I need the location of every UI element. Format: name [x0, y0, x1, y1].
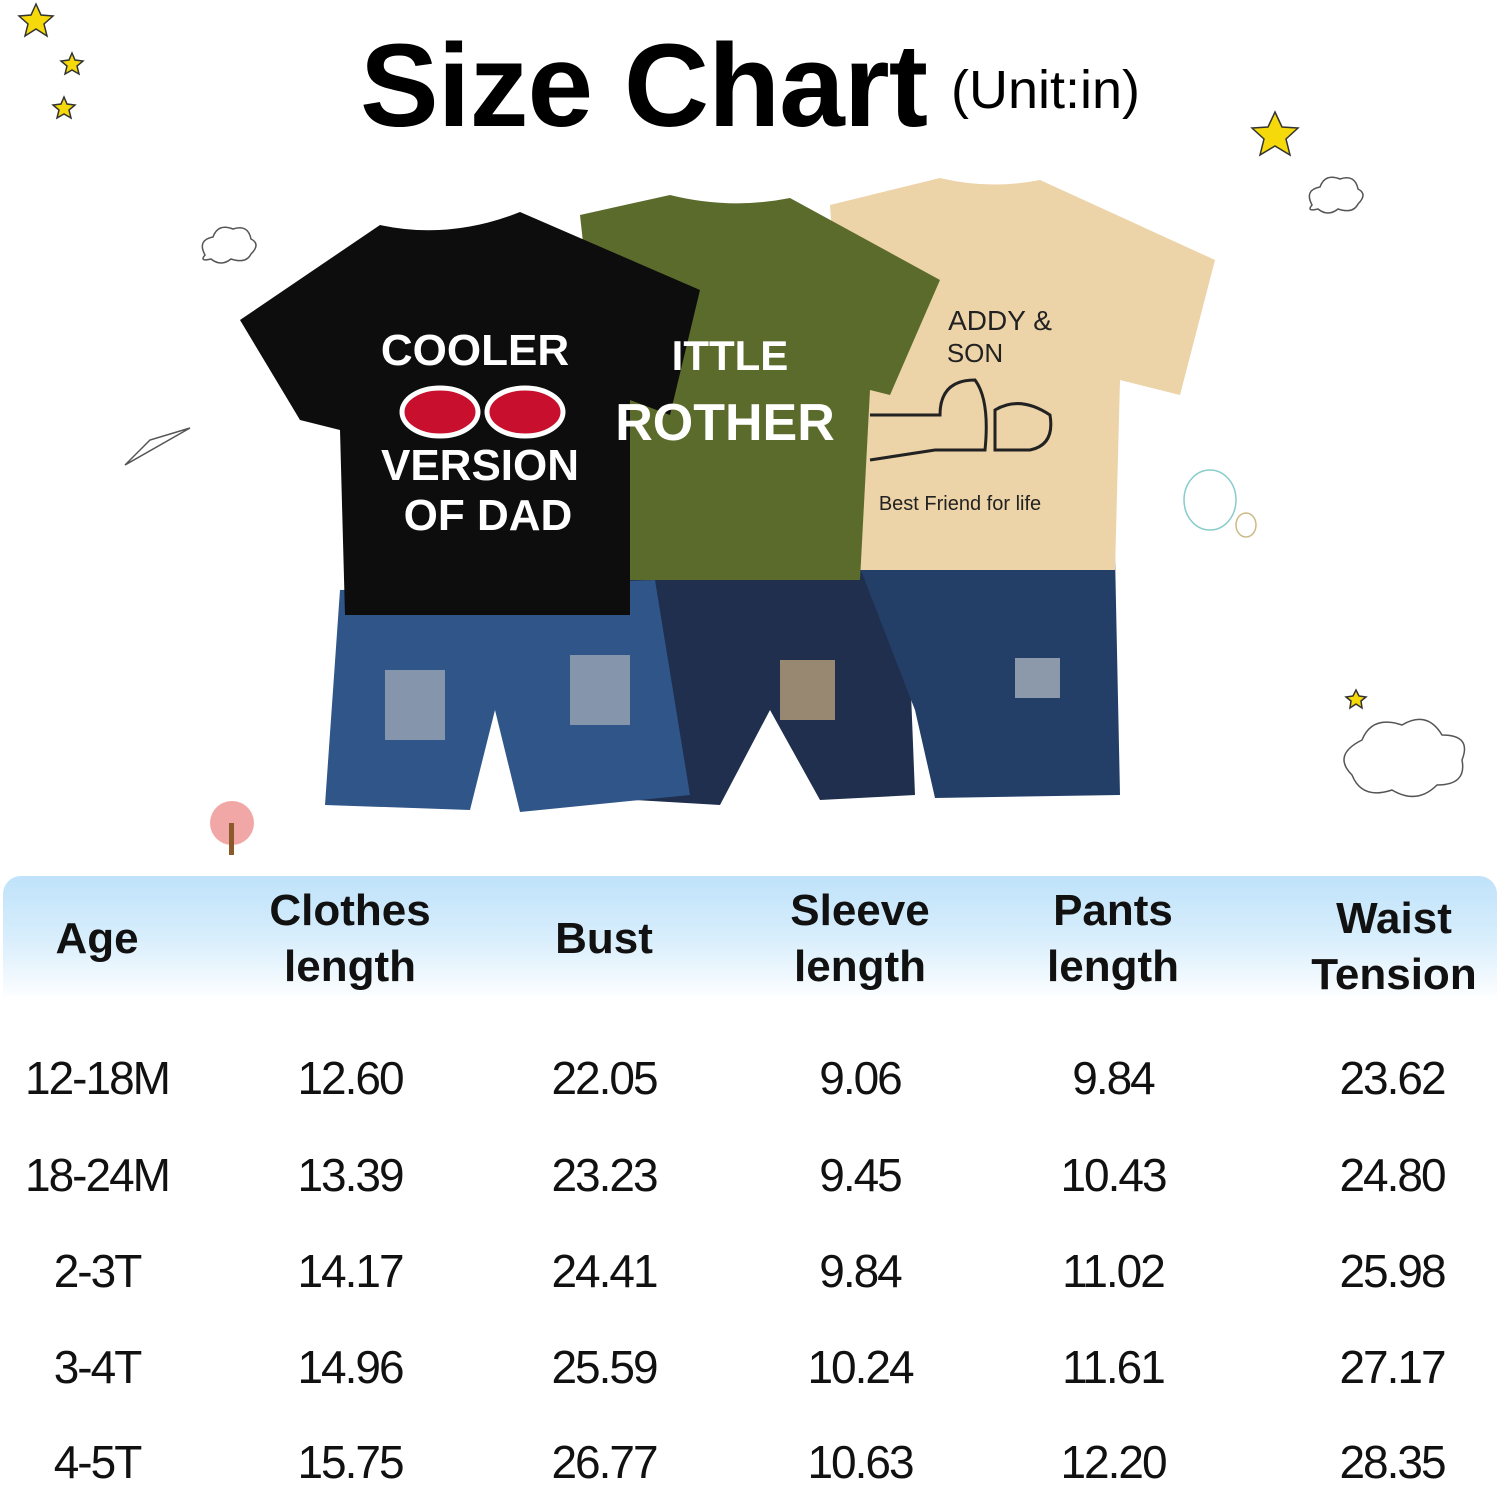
- shirt-beige-line3: Best Friend for life: [879, 493, 1041, 515]
- table-cell: 24.80: [1339, 1149, 1446, 1201]
- table-cell: 11.61: [1062, 1341, 1166, 1393]
- fist-bump-icon: [869, 378, 1053, 462]
- shirt-beige-line1: ADDY &: [948, 305, 1052, 336]
- shorts-left: [325, 580, 690, 812]
- table-cell: 25.59: [551, 1341, 658, 1393]
- col-header-age: Age: [55, 913, 139, 963]
- table-cell: 9.45: [819, 1149, 903, 1201]
- page-title: Size Chart (Unit:in): [0, 18, 1500, 154]
- table-cell: 26.77: [551, 1436, 658, 1488]
- decorations: [17, 2, 1466, 855]
- table-cell: 22.05: [551, 1052, 658, 1104]
- table-cell: 23.62: [1339, 1052, 1446, 1104]
- col-header-sleeve-length: Sleeve length: [790, 885, 930, 991]
- star-icon: [59, 51, 85, 76]
- cloud-icon: [1308, 176, 1364, 214]
- table-cell: 9.06: [819, 1052, 903, 1104]
- product-image: COOLER VERSION OF DAD ITTLE ROTHER ADDY …: [240, 178, 1215, 812]
- paper-plane-icon: [124, 427, 191, 466]
- sunglasses: [399, 385, 566, 439]
- table-cell: 10.63: [807, 1436, 914, 1488]
- star-icon: [1250, 110, 1300, 157]
- table-header: Age Clothes length Bust Sleeve length Pa…: [3, 876, 1497, 1001]
- table-cell: 12.60: [297, 1052, 404, 1104]
- table-cell: 12-18M: [25, 1052, 171, 1104]
- col-header-waist-tension: Waist Tension: [1311, 893, 1477, 999]
- table-cell: 4-5T: [53, 1436, 143, 1488]
- star-icon: [17, 2, 55, 38]
- title-unit: (Unit:in): [951, 60, 1141, 120]
- shirt-green-line2: ROTHER: [615, 394, 835, 452]
- col-header-bust: Bust: [555, 913, 653, 963]
- table-cell: 11.02: [1062, 1245, 1166, 1297]
- table-cell: 25.98: [1339, 1245, 1446, 1297]
- balloon-icon: [1183, 469, 1237, 531]
- table-cell: 23.23: [551, 1149, 658, 1201]
- col-header-pants-length: Pants length: [1047, 885, 1179, 991]
- shirt-green-line1: ITTLE: [672, 332, 789, 379]
- table-cell: 14.96: [297, 1341, 404, 1393]
- shirt-black-line3: OF DAD: [404, 491, 573, 540]
- table-cell: 13.39: [297, 1149, 404, 1201]
- table-cell: 24.41: [551, 1245, 658, 1297]
- title-main: Size Chart: [359, 20, 928, 152]
- table-cell: 9.84: [819, 1245, 903, 1297]
- table-cell: 28.35: [1339, 1436, 1446, 1488]
- shirt-black-line2: VERSION: [381, 441, 579, 490]
- table-cell: 27.17: [1339, 1341, 1446, 1393]
- table-cell: 14.17: [297, 1245, 404, 1297]
- table-cell: 15.75: [297, 1436, 404, 1488]
- cloud-icon: [201, 226, 257, 264]
- table-cell: 12.20: [1060, 1436, 1167, 1488]
- balloon-icon: [1235, 512, 1257, 538]
- table-cell: 10.43: [1060, 1149, 1167, 1201]
- table-cell: 2-3T: [53, 1245, 143, 1297]
- table-cell: 9.84: [1072, 1052, 1156, 1104]
- table-cell: 18-24M: [25, 1149, 171, 1201]
- star-icon: [51, 95, 77, 120]
- shirt-beige-line2: SON: [947, 338, 1003, 368]
- cloud-icon: [1343, 718, 1466, 798]
- table-cell: 3-4T: [53, 1341, 143, 1393]
- shirt-black-line1: COOLER: [381, 326, 569, 375]
- shorts-right: [855, 555, 1120, 798]
- star-icon: [1344, 688, 1368, 710]
- table-cell: 10.24: [807, 1341, 914, 1393]
- col-header-clothes-length: Clothes length: [269, 885, 431, 991]
